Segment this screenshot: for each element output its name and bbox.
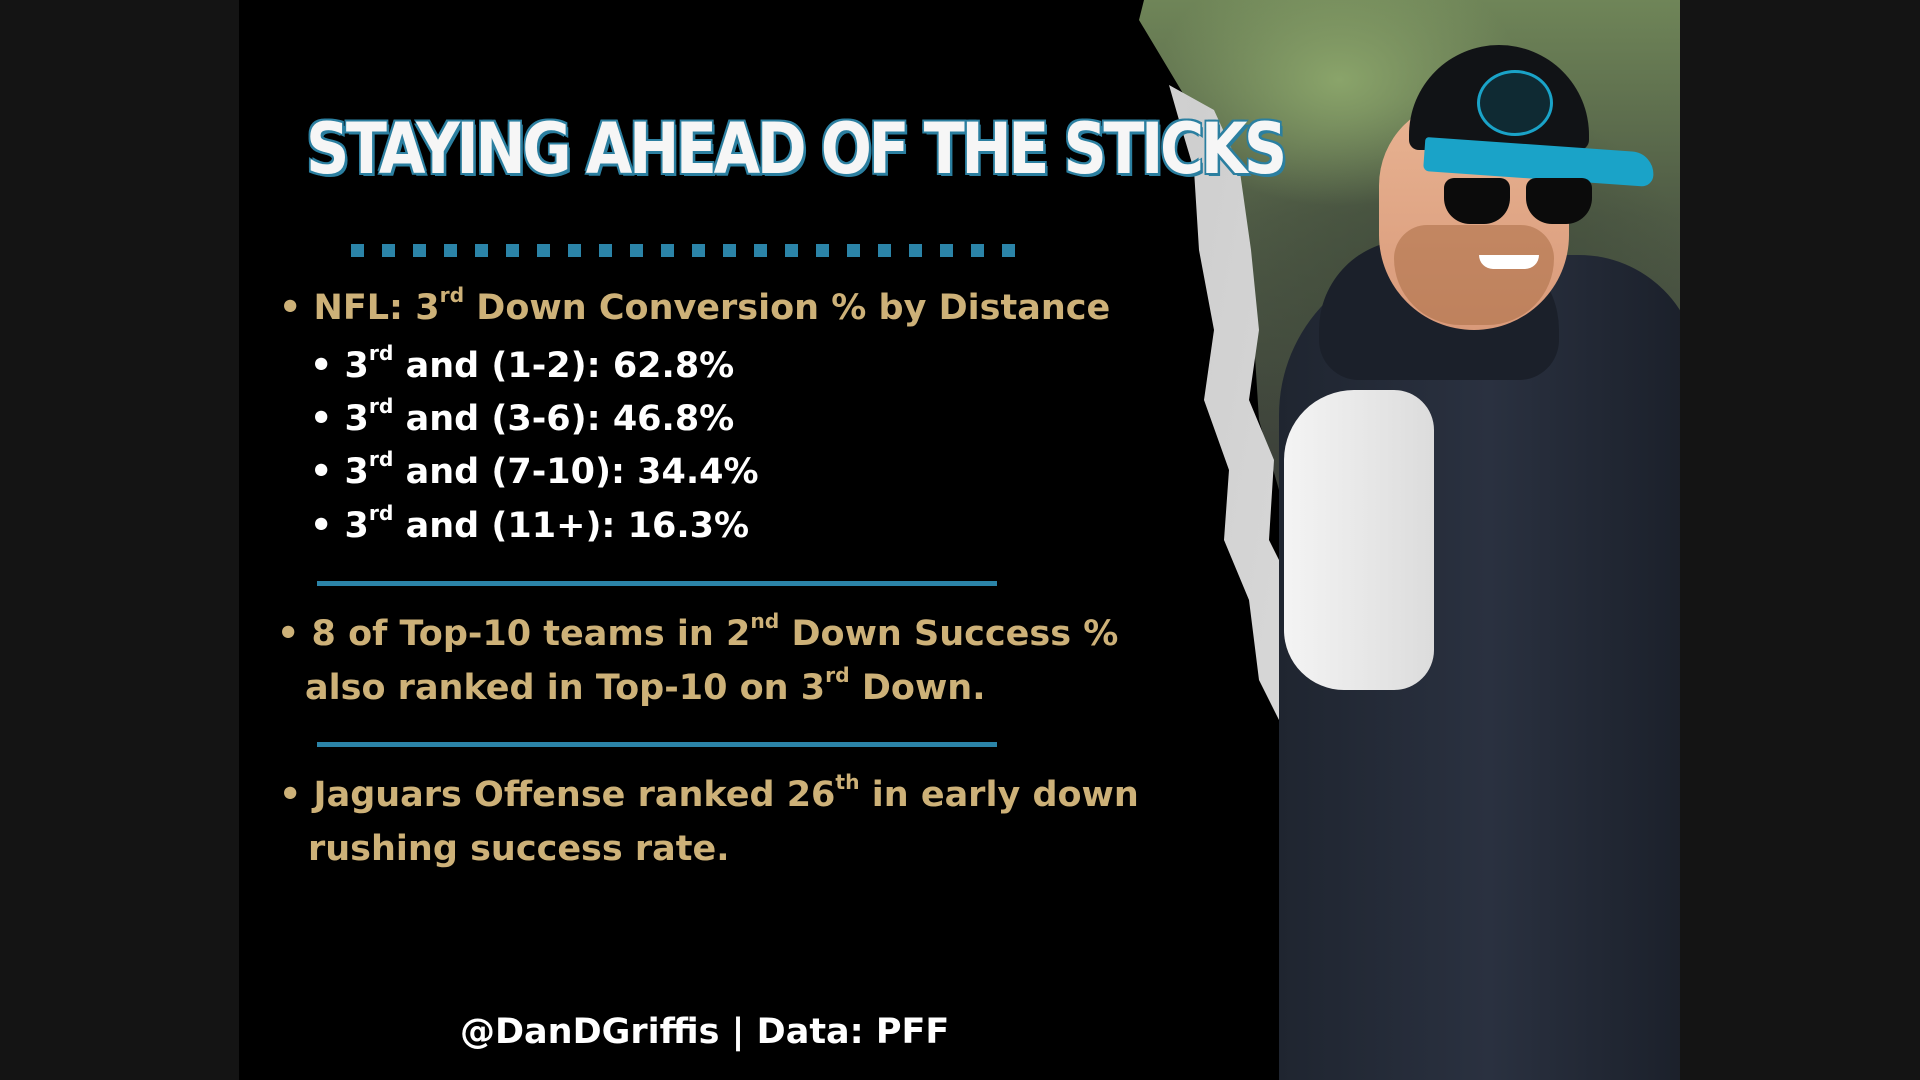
distance-row: • 3rd and (11+): 16.3% — [310, 500, 750, 546]
coach-sleeve — [1284, 390, 1434, 690]
jaguars-line2: rushing success rate. — [308, 829, 730, 869]
jaguars-cap-logo — [1477, 70, 1553, 136]
dotted-divider — [351, 244, 1015, 257]
credit-line: @DanDGriffis | Data: PFF — [460, 1012, 950, 1052]
coach-beard — [1394, 225, 1554, 325]
left-letterbox — [0, 0, 239, 1080]
distance-row: • 3rd and (3-6): 46.8% — [310, 393, 735, 439]
second-down-line2: also ranked in Top-10 on 3rd Down. — [305, 662, 986, 708]
infographic: STAYING AHEAD OF THE STICKS • NFL: 3rd D… — [239, 0, 1680, 1080]
coach-smile — [1479, 255, 1539, 269]
conversion-heading: • NFL: 3rd Down Conversion % by Distance — [279, 282, 1111, 328]
right-letterbox — [1680, 0, 1920, 1080]
graphic-title: STAYING AHEAD OF THE STICKS — [306, 108, 1287, 190]
section-divider — [317, 581, 997, 586]
distance-row: • 3rd and (1-2): 62.8% — [310, 340, 735, 386]
distance-row: • 3rd and (7-10): 34.4% — [310, 446, 759, 492]
section-divider — [317, 742, 997, 747]
jaguars-line1: • Jaguars Offense ranked 26th in early d… — [279, 769, 1139, 815]
second-down-line1: • 8 of Top-10 teams in 2nd Down Success … — [277, 608, 1119, 654]
sunglasses — [1444, 178, 1594, 226]
